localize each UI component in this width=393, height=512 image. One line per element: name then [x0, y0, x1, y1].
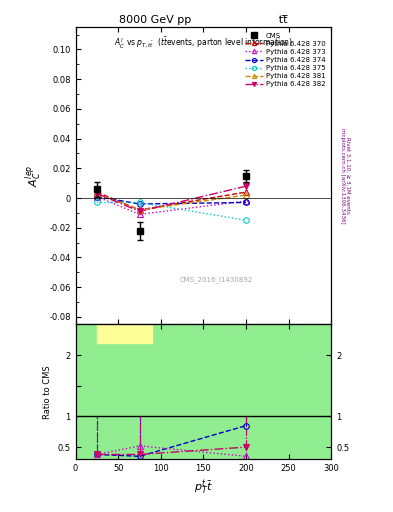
Line: Pythia 6.428 375: Pythia 6.428 375 — [94, 200, 249, 223]
Pythia 6.428 375 — [137, 199, 142, 205]
Pythia 6.428 375 — [95, 199, 99, 205]
Line: Pythia 6.428 373: Pythia 6.428 373 — [94, 194, 249, 217]
Pythia 6.428 370 — [244, 189, 248, 195]
Pythia 6.428 373 — [137, 211, 142, 218]
Y-axis label: Ratio to CMS: Ratio to CMS — [43, 365, 52, 419]
Pythia 6.428 370 — [95, 189, 99, 195]
Pythia 6.428 382 — [137, 208, 142, 215]
Pythia 6.428 382 — [95, 190, 99, 197]
Line: Pythia 6.428 374: Pythia 6.428 374 — [94, 194, 249, 207]
Bar — [97, 324, 152, 343]
Pythia 6.428 374 — [137, 201, 142, 207]
Y-axis label: $A_C^{lep}$: $A_C^{lep}$ — [23, 164, 44, 187]
Y-axis label: Rivet 3.1.10, ≥ 3.1M events
mcplots.cern.ch [arXiv:1306.3436]: Rivet 3.1.10, ≥ 3.1M events mcplots.cern… — [340, 128, 351, 224]
Line: Pythia 6.428 381: Pythia 6.428 381 — [94, 191, 249, 212]
Pythia 6.428 375 — [244, 217, 248, 223]
Pythia 6.428 370 — [137, 207, 142, 213]
Pythia 6.428 381 — [137, 207, 142, 213]
Text: CMS_2016_I1430892: CMS_2016_I1430892 — [180, 276, 253, 283]
Pythia 6.428 373 — [244, 198, 248, 204]
Line: Pythia 6.428 370: Pythia 6.428 370 — [94, 189, 249, 212]
Title: 8000 GeV pp                         tt̅: 8000 GeV pp tt̅ — [119, 15, 288, 25]
Pythia 6.428 381 — [95, 190, 99, 197]
Pythia 6.428 374 — [244, 199, 248, 205]
Pythia 6.428 373 — [95, 194, 99, 200]
Legend: CMS, Pythia 6.428 370, Pythia 6.428 373, Pythia 6.428 374, Pythia 6.428 375, Pyt: CMS, Pythia 6.428 370, Pythia 6.428 373,… — [243, 31, 328, 89]
Pythia 6.428 382 — [244, 183, 248, 189]
Line: Pythia 6.428 382: Pythia 6.428 382 — [94, 183, 249, 214]
X-axis label: $p_T^t\bar{t}$: $p_T^t\bar{t}$ — [194, 479, 213, 497]
Pythia 6.428 381 — [244, 192, 248, 198]
Pythia 6.428 374 — [95, 194, 99, 200]
Text: $A_C^l$ vs $p_{T,t\bar{t}}$  ($t\bar{t}$events, parton level information): $A_C^l$ vs $p_{T,t\bar{t}}$ ($t\bar{t}$e… — [114, 36, 293, 51]
